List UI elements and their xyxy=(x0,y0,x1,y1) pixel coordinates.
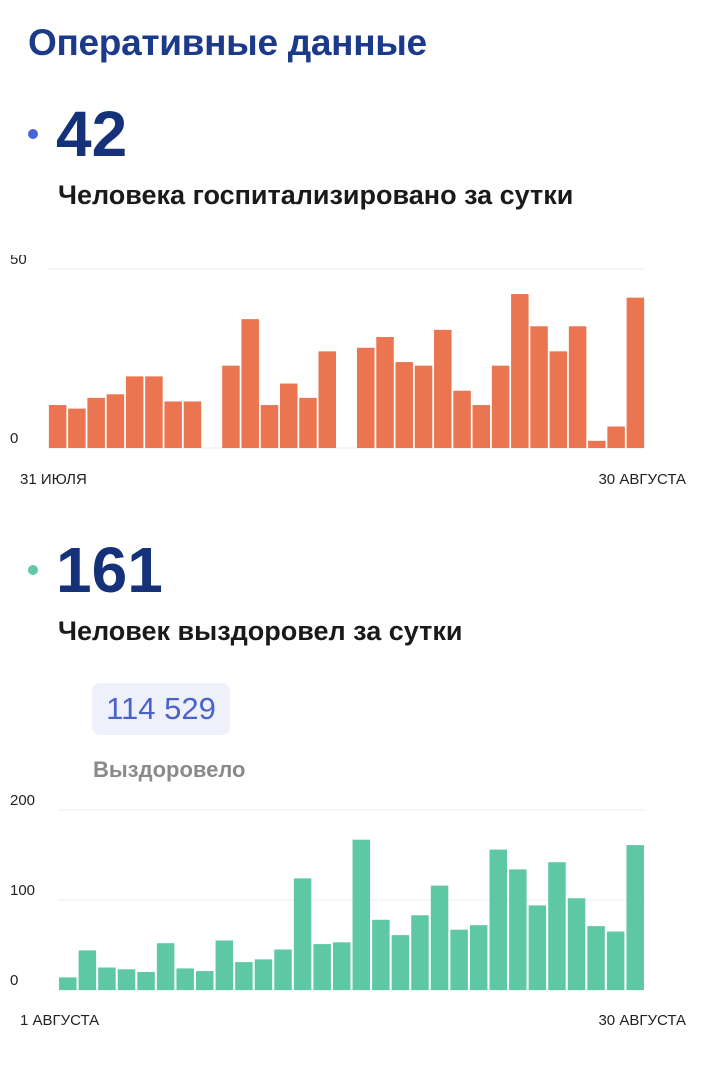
page-title: Оперативные данные xyxy=(28,22,427,63)
bar xyxy=(372,919,390,990)
x-start-label: 31 ИЮЛЯ xyxy=(20,471,87,488)
bar xyxy=(548,862,566,990)
bar xyxy=(434,329,452,448)
bar xyxy=(395,362,414,448)
bar xyxy=(414,365,433,448)
hospitalized-caption: Человека госпитализировано за сутки xyxy=(58,180,574,210)
bar xyxy=(453,390,471,448)
bar xyxy=(222,365,240,448)
bar xyxy=(313,944,331,990)
bar xyxy=(215,940,234,990)
bar xyxy=(279,383,298,448)
y-tick-label: 0 xyxy=(10,430,18,447)
bar xyxy=(450,929,468,990)
bar xyxy=(241,319,259,448)
bar xyxy=(299,397,317,448)
recovered-dot-icon xyxy=(28,565,38,575)
x-start-label: 1 АВГУСТА xyxy=(20,1012,99,1029)
bar xyxy=(106,394,125,448)
recovered-total-badge: 114 529 xyxy=(92,683,230,735)
bar xyxy=(48,405,67,448)
recovered-total-label: Выздоровело xyxy=(93,757,246,782)
bar xyxy=(293,878,312,990)
bar xyxy=(568,326,587,448)
y-tick-label: 0 xyxy=(10,972,18,989)
recovered-count: 161 xyxy=(56,534,163,606)
bar xyxy=(68,408,86,448)
x-end-label: 30 АВГУСТА xyxy=(598,1012,686,1029)
bar xyxy=(183,401,202,448)
bar xyxy=(607,426,625,448)
bar xyxy=(98,967,116,990)
y-tick-label: 200 xyxy=(10,795,35,809)
bar xyxy=(626,297,645,448)
bar xyxy=(528,905,547,990)
bar xyxy=(318,351,336,448)
bar xyxy=(606,931,625,990)
hospitalized-count: 42 xyxy=(56,98,128,170)
bar xyxy=(511,294,529,448)
bar xyxy=(254,959,273,990)
bar xyxy=(587,926,605,990)
bar xyxy=(87,397,105,448)
bar xyxy=(489,849,507,990)
bar xyxy=(196,971,214,990)
bar xyxy=(376,337,394,448)
bar xyxy=(430,885,449,990)
recovered-chart: 0 100 200 1 АВГУСТА 30 АВГУСТА xyxy=(10,795,686,1029)
bar xyxy=(117,969,136,990)
bar xyxy=(176,968,194,990)
bar xyxy=(145,376,163,448)
bar xyxy=(472,405,491,448)
bar xyxy=(164,401,182,448)
bar xyxy=(567,898,586,990)
bar xyxy=(588,440,606,448)
bar xyxy=(78,950,97,990)
bar xyxy=(137,972,155,990)
recovered-caption: Человек выздоровел за сутки xyxy=(58,616,463,646)
bar xyxy=(509,869,527,990)
bar xyxy=(274,949,292,990)
bar xyxy=(530,326,548,448)
bar xyxy=(411,915,429,990)
hospitalized-chart: 0 50 31 ИЮЛЯ 30 АВГУСТА xyxy=(10,255,686,488)
y-tick-label: 100 xyxy=(10,882,35,899)
bar xyxy=(332,942,351,990)
bar xyxy=(125,376,144,448)
bar xyxy=(235,962,253,990)
x-end-label: 30 АВГУСТА xyxy=(598,471,686,488)
bar xyxy=(469,925,488,990)
bar xyxy=(391,935,410,990)
bar xyxy=(352,839,371,990)
bar xyxy=(626,845,644,990)
bar xyxy=(260,405,279,448)
bar xyxy=(59,977,77,990)
y-tick-label: 50 xyxy=(10,255,27,268)
bar xyxy=(357,347,375,448)
bar xyxy=(491,365,510,448)
bar xyxy=(549,351,568,448)
hospitalized-dot-icon xyxy=(28,129,38,139)
bar xyxy=(156,943,175,990)
